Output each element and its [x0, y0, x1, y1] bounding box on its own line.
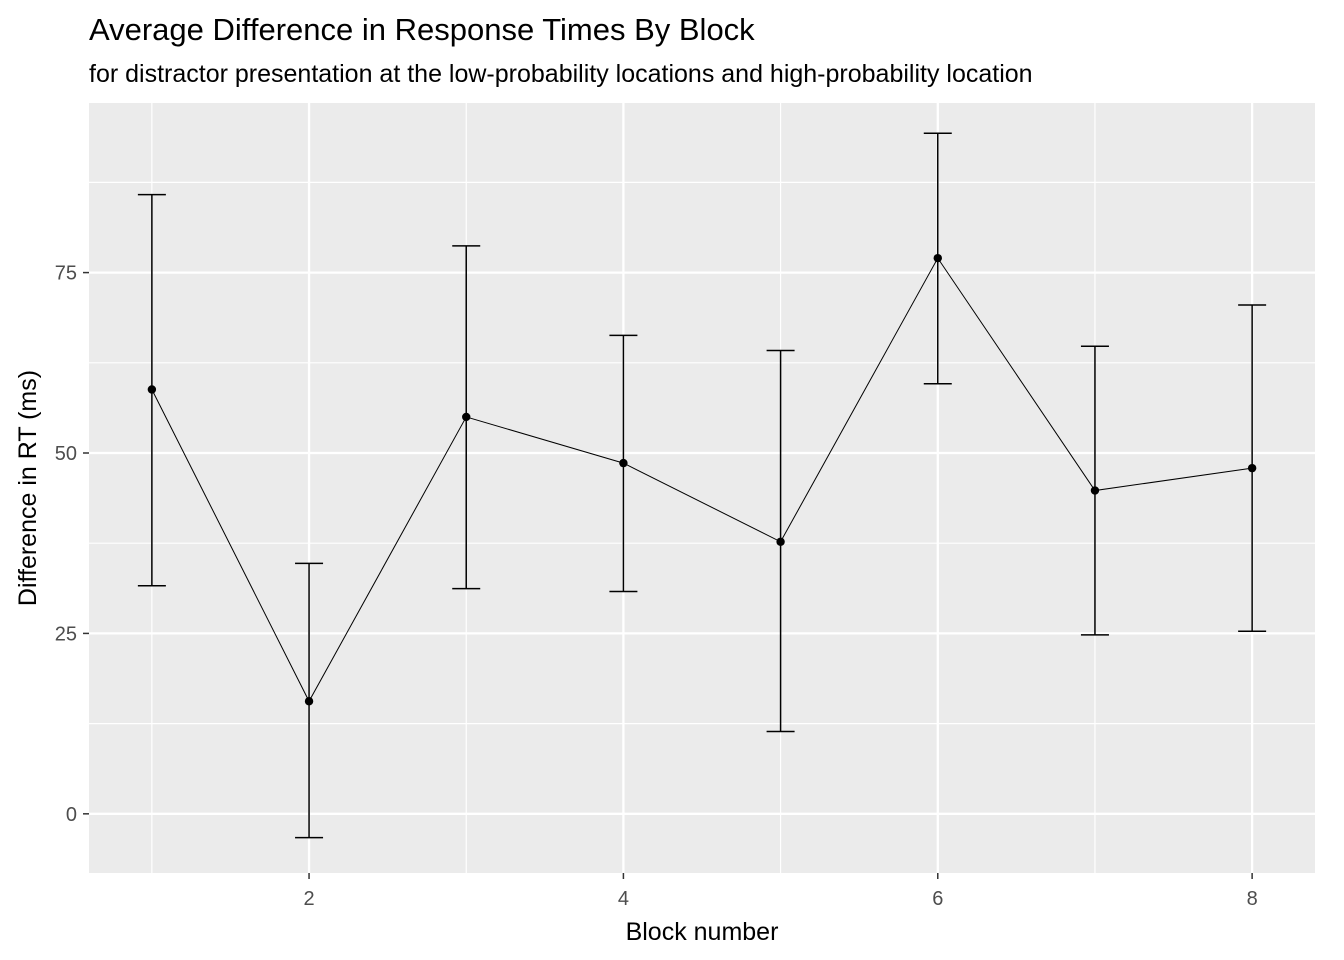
x-tick-label: 2	[303, 888, 314, 910]
data-point	[462, 412, 471, 422]
chart-title: Average Difference in Response Times By …	[89, 12, 755, 47]
axes: 2 4 6 8 0 25 50 75	[55, 263, 1258, 910]
y-axis-title: Difference in RT (ms)	[14, 370, 42, 606]
series	[137, 132, 1267, 839]
y-tick-label: 75	[55, 263, 77, 285]
data-point	[776, 537, 785, 546]
y-tick-label: 50	[55, 443, 77, 465]
plot-panel	[89, 103, 1315, 873]
y-tick-label: 0	[66, 804, 77, 826]
chart-subtitle: for distractor presentation at the low-p…	[89, 60, 1033, 88]
data-point	[147, 385, 157, 394]
data-point	[304, 697, 314, 706]
x-tick-label: 8	[1247, 888, 1258, 910]
x-tick-label: 4	[618, 888, 629, 910]
series-line	[151, 257, 1253, 703]
y-tick-label: 25	[55, 623, 77, 645]
data-point	[933, 253, 942, 263]
data-point	[1247, 463, 1257, 473]
x-axis-title: Block number	[626, 918, 779, 946]
x-tick-label: 6	[932, 888, 943, 910]
data-point	[1090, 486, 1100, 495]
data-point	[619, 458, 628, 468]
